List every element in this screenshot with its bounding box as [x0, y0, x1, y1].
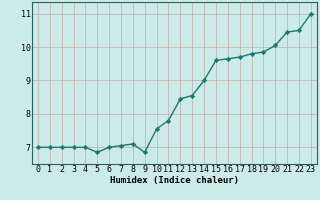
X-axis label: Humidex (Indice chaleur): Humidex (Indice chaleur) — [110, 176, 239, 185]
